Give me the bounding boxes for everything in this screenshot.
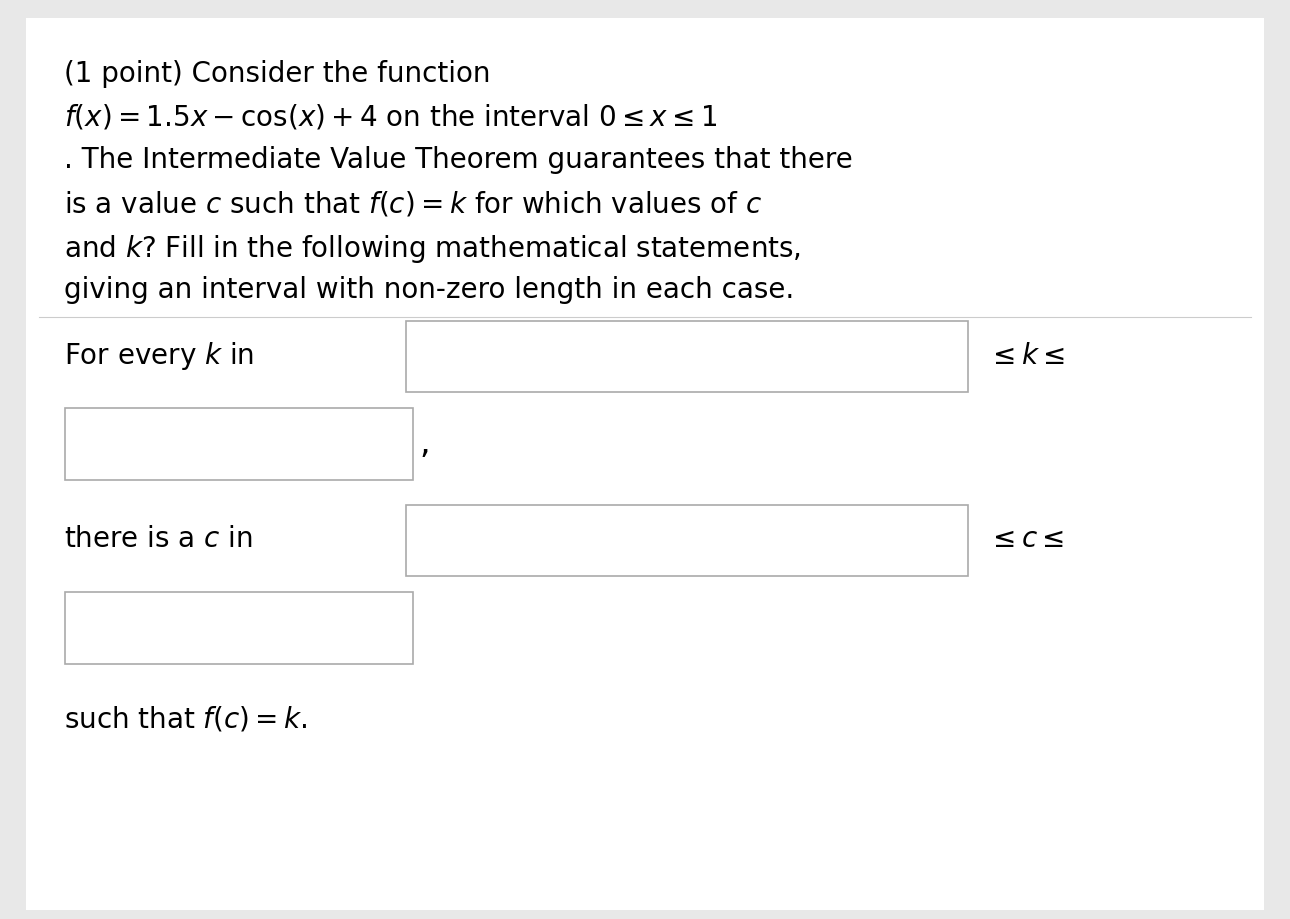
Text: is a value $c$ such that $f(c) = k$ for which values of $c$: is a value $c$ such that $f(c) = k$ for …: [64, 189, 762, 219]
Text: such that $f(c) = k$.: such that $f(c) = k$.: [64, 704, 308, 733]
Text: (1 point) Consider the function: (1 point) Consider the function: [64, 60, 491, 87]
Text: ,: ,: [419, 427, 430, 460]
FancyBboxPatch shape: [64, 592, 413, 664]
FancyBboxPatch shape: [406, 321, 968, 392]
FancyBboxPatch shape: [406, 505, 968, 576]
FancyBboxPatch shape: [64, 408, 413, 480]
Text: For every $k$ in: For every $k$ in: [64, 340, 254, 371]
Text: . The Intermediate Value Theorem guarantees that there: . The Intermediate Value Theorem guarant…: [64, 146, 853, 174]
Text: $\leq k \leq$: $\leq k \leq$: [987, 342, 1064, 369]
Text: there is a $c$ in: there is a $c$ in: [64, 526, 253, 553]
Text: giving an interval with non-zero length in each case.: giving an interval with non-zero length …: [64, 276, 795, 303]
Text: $f(x) = 1.5x - \cos(x) + 4$ on the interval $0 \leq x \leq 1$: $f(x) = 1.5x - \cos(x) + 4$ on the inter…: [64, 103, 719, 132]
Text: and $k$? Fill in the following mathematical statements,: and $k$? Fill in the following mathemati…: [64, 233, 801, 265]
Text: $\leq c \leq$: $\leq c \leq$: [987, 526, 1064, 553]
FancyBboxPatch shape: [26, 18, 1264, 910]
